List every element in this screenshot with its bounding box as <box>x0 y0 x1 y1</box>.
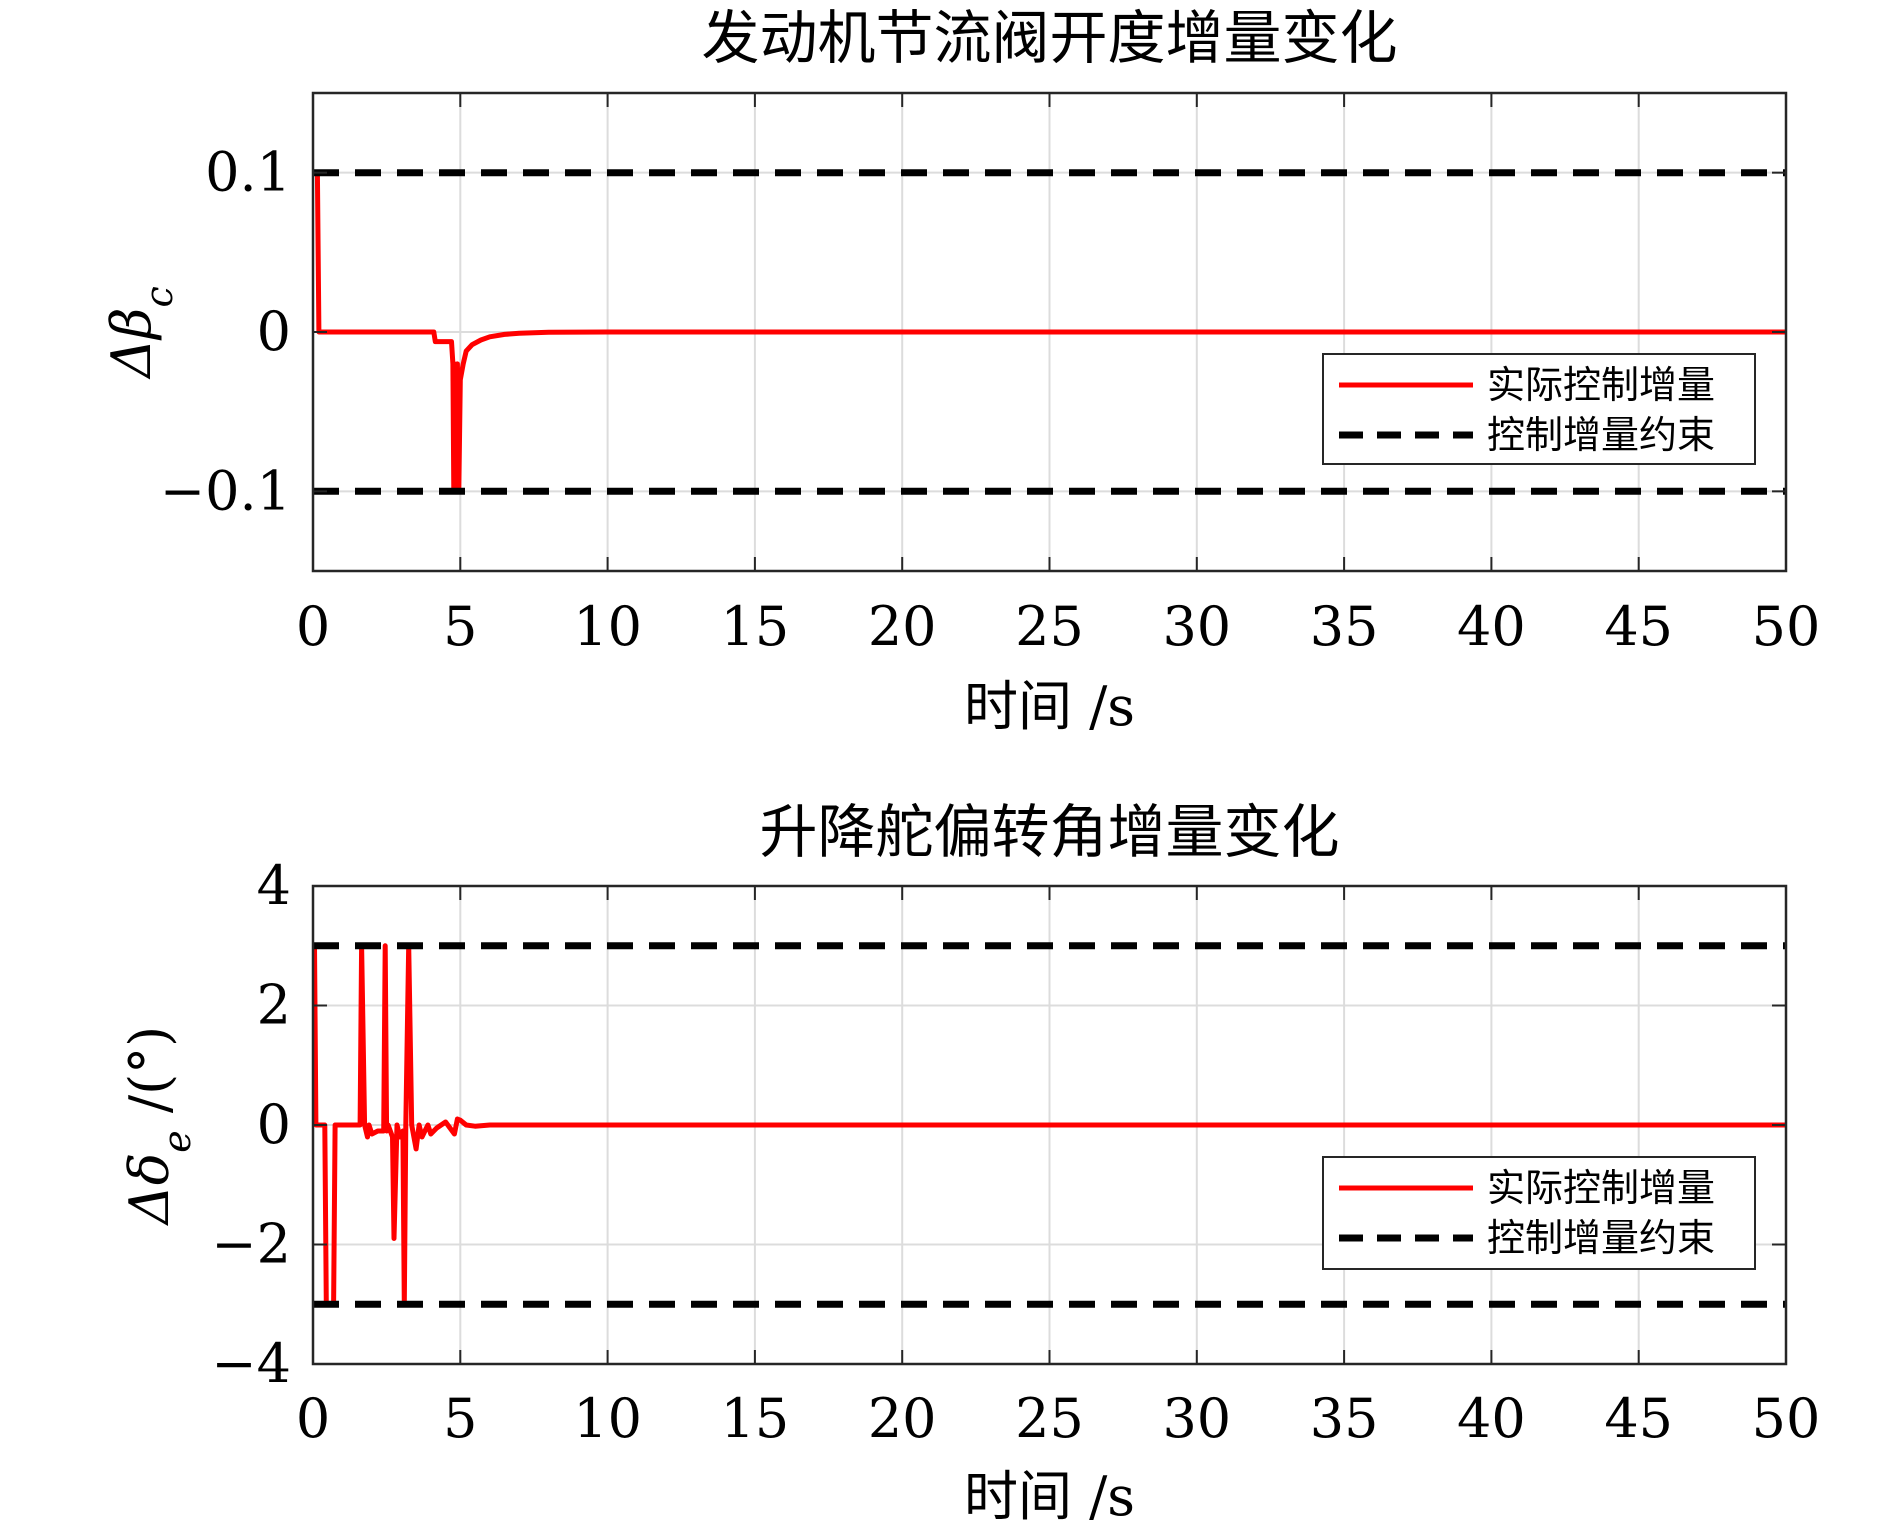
y-tick-label: −4 <box>211 1332 291 1395</box>
y-axis-label: Δβc <box>100 286 181 380</box>
y-tick-label: 0 <box>257 1093 291 1156</box>
x-axis-label: 时间 /s <box>964 1465 1135 1526</box>
x-tick-label: 15 <box>721 595 790 658</box>
legend-label: 控制增量约束 <box>1487 413 1715 457</box>
legend-label: 实际控制增量 <box>1487 1166 1715 1210</box>
y-axis-label-subscript: e <box>155 1130 199 1153</box>
x-tick-label: 45 <box>1604 595 1673 658</box>
y-tick-label: 0.1 <box>205 141 291 204</box>
actual-increment-line <box>312 943 1786 1307</box>
x-tick-label: 10 <box>573 1387 642 1450</box>
y-axis-label-unit: /(°) <box>118 1026 181 1131</box>
y-axis-label: Δδe /(°) <box>118 1026 199 1227</box>
x-tick-label: 30 <box>1162 1387 1231 1450</box>
y-axis-label-symbol: Δβ <box>100 308 163 380</box>
y-tick-label: 2 <box>257 974 291 1037</box>
x-axis-label: 时间 /s <box>964 675 1135 738</box>
chart-title: 升降舵偏转角增量变化 <box>759 798 1339 866</box>
legend-label: 控制增量约束 <box>1487 1216 1715 1260</box>
x-tick-label: 35 <box>1310 1387 1379 1450</box>
x-tick-label: 35 <box>1310 595 1379 658</box>
x-tick-label: 0 <box>296 1387 330 1450</box>
y-axis-label-symbol: Δδ <box>118 1153 181 1227</box>
x-tick-label: 5 <box>443 595 477 658</box>
x-tick-label: 30 <box>1162 595 1231 658</box>
y-tick-label: 4 <box>257 854 291 917</box>
throttle-chart: 0 5 10 15 20 25 30 35 40 45 50 −0.1 0 0.1 发动机节流阀开度增量变化… <box>100 4 1820 738</box>
x-tick-label: 20 <box>868 595 937 658</box>
legend-box <box>1322 1156 1756 1270</box>
x-tick-label: 25 <box>1015 595 1084 658</box>
x-tick-label: 40 <box>1457 1387 1526 1450</box>
legend-box <box>1322 353 1756 465</box>
x-tick-label: 50 <box>1752 595 1821 658</box>
actual-increment-line <box>313 170 1786 494</box>
x-tick-label: 15 <box>721 1387 790 1450</box>
x-tick-label: 5 <box>443 1387 477 1450</box>
legend-label: 实际控制增量 <box>1487 363 1715 407</box>
x-tick-label: 50 <box>1752 1387 1821 1450</box>
y-tick-label: −0.1 <box>160 459 291 522</box>
x-tick-label: 25 <box>1015 1387 1084 1450</box>
x-tick-label: 0 <box>296 595 330 658</box>
y-tick-label: −2 <box>211 1213 291 1276</box>
y-tick-label: 0 <box>257 300 291 363</box>
x-tick-label: 20 <box>868 1387 937 1450</box>
x-tick-label: 40 <box>1457 595 1526 658</box>
x-tick-label: 45 <box>1604 1387 1673 1450</box>
elevator-chart: 0 5 10 15 20 25 30 35 40 45 50 −4 −2 0 2 4 升降舵偏转角增量变化时间 … <box>118 798 1820 1526</box>
x-tick-label: 10 <box>573 595 642 658</box>
y-axis-label-subscript: c <box>137 286 181 307</box>
chart-title: 发动机节流阀开度增量变化 <box>701 4 1397 72</box>
